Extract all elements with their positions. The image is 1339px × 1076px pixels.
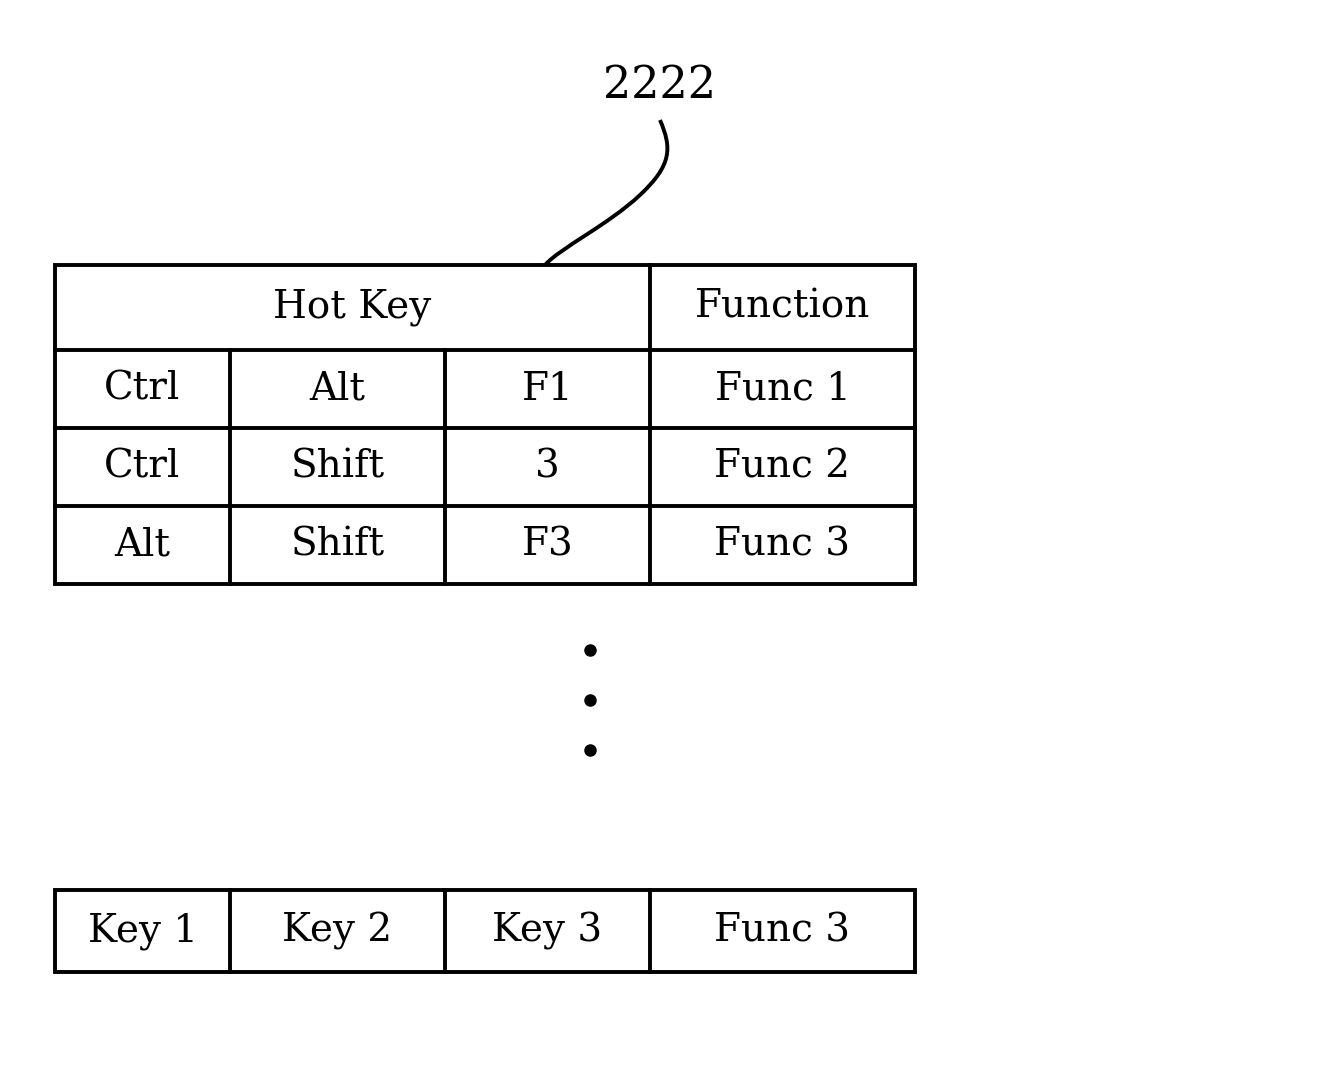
Text: Func 3: Func 3 — [715, 912, 850, 949]
Text: Hot Key: Hot Key — [273, 288, 431, 326]
Text: Function: Function — [695, 289, 870, 326]
Text: Ctrl: Ctrl — [104, 370, 181, 408]
Text: Shift: Shift — [291, 449, 384, 485]
Text: Key 1: Key 1 — [87, 912, 197, 950]
Text: Ctrl: Ctrl — [104, 449, 181, 485]
Text: Func 1: Func 1 — [715, 370, 850, 408]
Text: Alt: Alt — [309, 370, 366, 408]
Text: F3: F3 — [522, 526, 573, 564]
Text: Key 3: Key 3 — [493, 912, 603, 950]
Bar — [55, 890, 915, 972]
Text: Func 2: Func 2 — [715, 449, 850, 485]
Text: Func 3: Func 3 — [715, 526, 850, 564]
Bar — [55, 265, 915, 584]
Text: 3: 3 — [536, 449, 560, 485]
Text: F1: F1 — [522, 370, 573, 408]
Text: Shift: Shift — [291, 526, 384, 564]
Text: Alt: Alt — [115, 526, 170, 564]
Text: 2222: 2222 — [604, 63, 716, 107]
Text: Key 2: Key 2 — [283, 912, 392, 950]
